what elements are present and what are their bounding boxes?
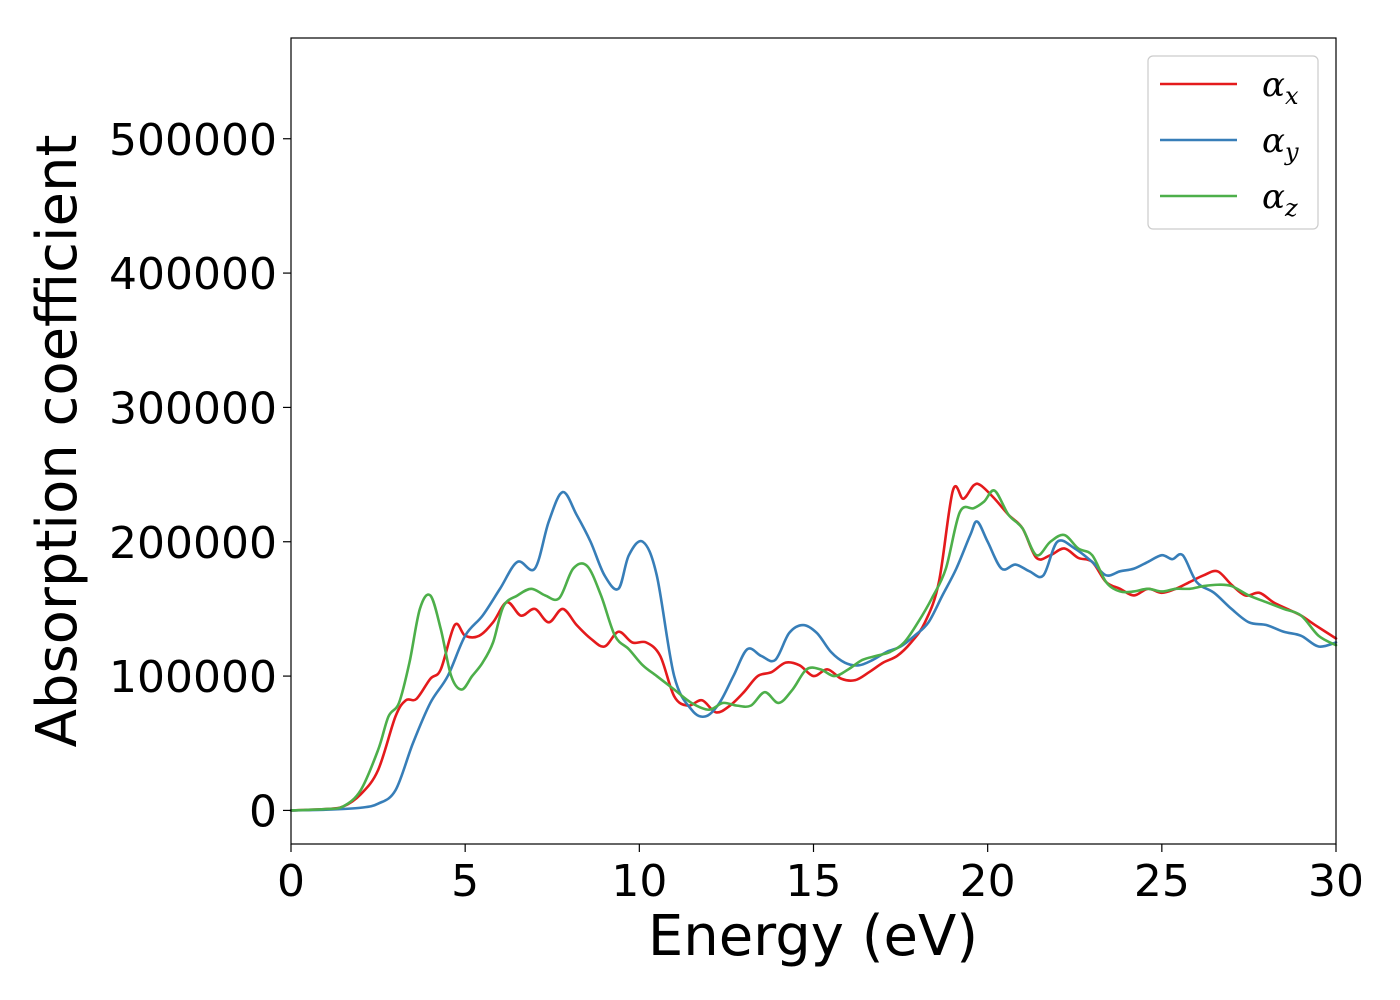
legend-label-y: αy (1262, 121, 1299, 166)
x-axis-ticks: 0 5 10 15 20 25 30 (277, 844, 1364, 907)
x-tick-label: 5 (451, 856, 479, 907)
y-axis-label: Absorption coefficient (25, 135, 90, 748)
series-line-y (289, 490, 1338, 812)
x-tick-label: 20 (960, 856, 1016, 907)
x-tick-label: 15 (786, 856, 842, 907)
series-line-x (289, 482, 1338, 812)
y-tick-label: 500000 (109, 115, 277, 166)
y-tick-label: 0 (249, 786, 277, 837)
y-tick-label: 100000 (109, 652, 277, 703)
series-layer (289, 482, 1338, 812)
x-tick-label: 25 (1134, 856, 1190, 907)
series-line-z (289, 489, 1338, 812)
y-tick-label: 200000 (109, 518, 277, 569)
x-axis-label: Energy (eV) (648, 904, 978, 969)
y-axis-ticks: 0 100000 200000 300000 400000 500000 (109, 115, 291, 837)
y-tick-label: 300000 (109, 383, 277, 434)
x-tick-label: 0 (277, 856, 305, 907)
legend: αx αy αz (1147, 55, 1319, 230)
y-tick-label: 400000 (109, 249, 277, 300)
legend-label-z: αz (1262, 177, 1298, 222)
x-tick-label: 30 (1308, 856, 1364, 907)
x-tick-label: 10 (611, 856, 667, 907)
legend-box (1147, 55, 1319, 230)
legend-label-x: αx (1262, 65, 1299, 110)
